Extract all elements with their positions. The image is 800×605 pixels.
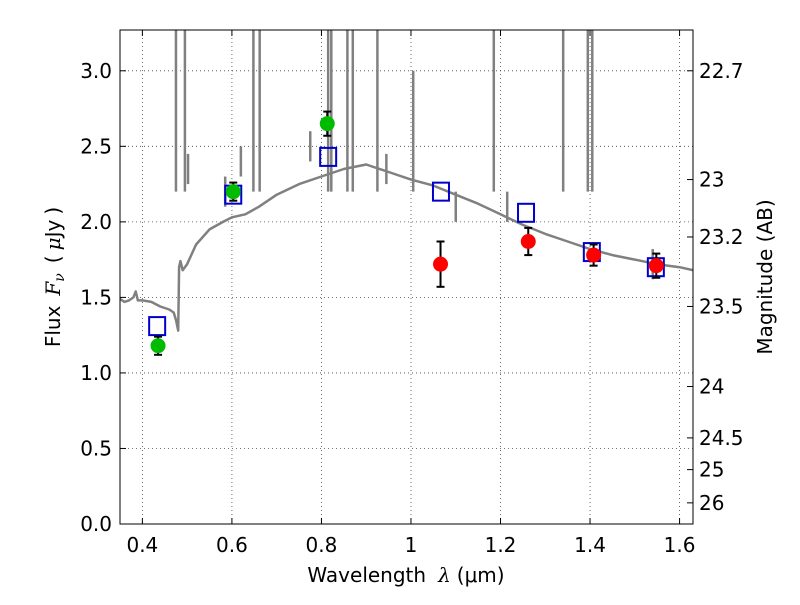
red-data-point	[520, 233, 536, 249]
green-data-point	[225, 184, 241, 200]
y2-tick-label: 26	[699, 491, 724, 515]
y-axis-label: FluxFν(μJy)	[41, 207, 68, 347]
y2-tick-label: 23.2	[699, 225, 744, 249]
model-box	[319, 146, 338, 167]
y2-tick-label: 25	[699, 458, 724, 482]
x-tick-label: 1.2	[485, 533, 517, 557]
y2-tick-label: 24.5	[699, 426, 744, 450]
green-data-point	[319, 116, 335, 132]
model-box	[431, 181, 450, 202]
y-tick-label: 2.0	[80, 210, 112, 234]
photometry-points	[150, 116, 664, 354]
y-tick-label: 1.5	[80, 285, 112, 309]
plot-area	[120, 30, 693, 356]
axis-ticks: 0.4 0.6 0.8 1 1.2 1.4 1.6 0.0 0.5 1.0 1.5 2.0 2.5 3.0…	[80, 30, 744, 557]
x-tick-label: 0.6	[216, 533, 248, 557]
model-box	[148, 316, 167, 337]
x-tick-label: 1.6	[664, 533, 696, 557]
plot-frame	[119, 29, 694, 525]
y2-axis-label: Magnitude (AB)	[753, 199, 777, 354]
sed-continuum-line	[120, 163, 693, 332]
red-data-point	[433, 256, 449, 272]
y2-tick-label: 23.5	[699, 294, 744, 318]
y2-tick-label: 24	[699, 375, 724, 399]
y-tick-label: 3.0	[80, 59, 112, 83]
x-axis-label: Wavelength λ (μm)	[307, 563, 504, 587]
model-box	[517, 202, 536, 223]
x-tick-label: 0.8	[306, 533, 338, 557]
y-tick-label: 1.0	[80, 361, 112, 385]
y-tick-label: 0.5	[80, 436, 112, 460]
x-tick-label: 0.4	[126, 533, 158, 557]
green-data-point	[150, 338, 166, 354]
y2-tick-label: 23	[699, 168, 724, 192]
y2-tick-label: 22.7	[699, 59, 744, 83]
x-tick-label: 1.4	[574, 533, 606, 557]
y-tick-label: 2.5	[80, 134, 112, 158]
x-tick-label: 1	[405, 533, 418, 557]
red-data-point	[586, 247, 602, 263]
red-data-point	[648, 258, 664, 274]
model-boxes	[148, 146, 665, 337]
y-tick-label: 0.0	[80, 512, 112, 536]
